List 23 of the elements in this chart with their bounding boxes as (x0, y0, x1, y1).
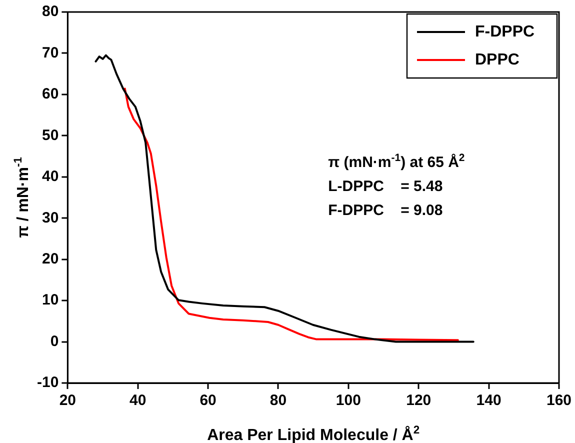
y-tick-label: 80 (42, 3, 59, 20)
x-tick-label: 60 (200, 392, 216, 410)
y-tick-label: 20 (42, 250, 59, 268)
y-tick-label: 50 (42, 126, 59, 144)
y-tick-label: 60 (42, 86, 59, 103)
y-axis-title: π / mN·m-1 (12, 157, 32, 238)
x-tick-label: 40 (130, 392, 146, 410)
x-tick-label: 120 (406, 392, 432, 410)
y-tick-label: 70 (42, 44, 59, 62)
annotation: L-DPPC = 5.48 (328, 178, 443, 195)
y-tick-label: 10 (42, 292, 59, 309)
x-tick-label: 80 (270, 392, 287, 410)
y-tick-label: 0 (50, 332, 59, 350)
legend-label: F-DPPC (475, 23, 535, 40)
annotation: F-DPPC = 9.08 (328, 202, 443, 219)
y-tick-label: -10 (36, 374, 59, 392)
x-tick-label: 160 (546, 392, 572, 410)
x-tick-label: 20 (59, 392, 76, 410)
y-tick-label: 30 (42, 209, 59, 226)
legend-label: DPPC (475, 51, 520, 68)
x-tick-label: 140 (476, 392, 502, 410)
y-tick-label: 40 (42, 168, 59, 186)
x-tick-label: 100 (336, 392, 361, 410)
